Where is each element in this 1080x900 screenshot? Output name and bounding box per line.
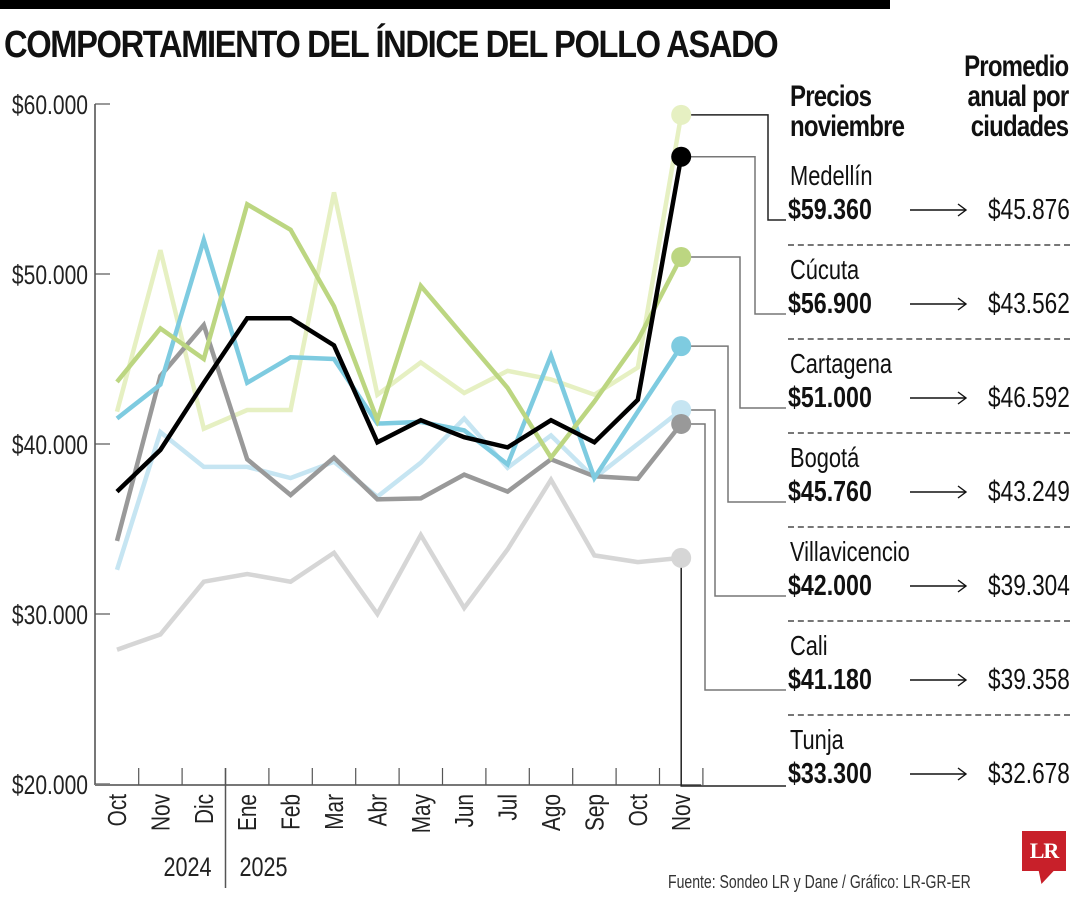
connector-medellín <box>689 114 786 221</box>
annual-average-header: Promedio anual por ciudades <box>963 50 1069 143</box>
series-line-cali <box>114 320 683 542</box>
city-name: Tunja <box>790 724 844 755</box>
november-price: $41.180 <box>788 664 872 696</box>
connector-villavicencio <box>689 409 786 597</box>
november-price: $45.760 <box>788 476 872 508</box>
arrow-right-icon <box>910 673 968 687</box>
series-line-villavicencio <box>114 408 683 571</box>
city-name: Cali <box>790 630 828 661</box>
annual-average: $46.592 <box>988 382 1070 414</box>
dashed-separator <box>788 620 1070 622</box>
annual-average: $43.249 <box>988 476 1070 508</box>
arrow-right-icon <box>910 297 968 311</box>
chart-title: COMPORTAMIENTO DEL ÍNDICE DEL POLLO ASAD… <box>4 24 779 66</box>
header-line: ciudades <box>970 110 1068 143</box>
x-tick-label: Nov <box>667 794 696 831</box>
annual-average: $32.678 <box>988 758 1070 790</box>
endpoint-dot-medellín <box>671 104 692 125</box>
annual-average: $39.304 <box>988 570 1070 602</box>
city-entry: Cartagena $51.000 $46.592 <box>788 348 1070 442</box>
endpoint-dot-bogotá <box>671 336 692 357</box>
city-entry: Medellín $59.360 $45.876 <box>788 160 1070 254</box>
x-tick-label: Nov <box>146 794 175 831</box>
header-line: noviembre <box>790 110 905 143</box>
y-tick-label: $40.000 <box>12 431 88 461</box>
y-tick-label: $30.000 <box>12 601 88 631</box>
x-tick-label: Dic <box>190 794 219 824</box>
connector-tunja <box>680 565 786 787</box>
november-prices-header: Precios noviembre <box>790 80 905 143</box>
year-label-2024: 2024 <box>163 853 211 883</box>
year-label-2025: 2025 <box>240 853 288 883</box>
x-tick-label: Oct <box>103 794 132 827</box>
arrow-right-icon <box>910 579 968 593</box>
series-line-cúcuta <box>115 156 684 494</box>
city-name: Cartagena <box>790 348 892 379</box>
dashed-separator <box>788 714 1070 716</box>
x-tick-label: Feb <box>276 794 305 830</box>
x-tick-label: Ago <box>537 794 566 831</box>
x-tick-label: Jun <box>450 794 479 828</box>
x-tick-label: Mar <box>320 794 349 830</box>
dashed-separator <box>788 432 1070 434</box>
november-price: $51.000 <box>788 382 872 414</box>
chart-axes: $20.000 $30.000 $40.000 $50.000 $60.000 Oct No… <box>12 91 704 888</box>
endpoint-dot-cúcuta <box>671 146 692 167</box>
city-entry: Villavicencio $42.000 $39.304 <box>788 536 1070 630</box>
x-tick-label: Abr <box>363 794 392 826</box>
city-entry: Tunja $33.300 $32.678 <box>788 724 1070 818</box>
label-connector-lines <box>680 114 786 787</box>
y-tick-label: $20.000 <box>12 771 88 801</box>
city-name: Bogotá <box>790 442 860 473</box>
chart-endpoint-markers <box>671 104 692 568</box>
november-price: $56.900 <box>788 288 872 320</box>
chart-series-lines <box>114 114 684 652</box>
x-tick-label: May <box>407 794 436 833</box>
x-tick-label: Oct <box>624 794 653 827</box>
header-line: Precios <box>790 80 872 113</box>
endpoint-dot-villavicencio <box>671 400 692 420</box>
x-tick-label: Ene <box>233 794 262 831</box>
series-line-bogotá <box>115 232 684 484</box>
series-line-medellín <box>114 114 684 432</box>
endpoint-dot-cali <box>671 413 692 434</box>
x-tick-label: Jul <box>493 794 522 821</box>
city-entry: Bogotá $45.760 $43.249 <box>788 442 1070 536</box>
top-black-bar <box>0 0 890 9</box>
lr-logo: LR <box>1022 831 1066 871</box>
city-entry: Cali $41.180 $39.358 <box>788 630 1070 724</box>
november-price: $59.360 <box>788 194 872 226</box>
connector-cartagena <box>689 256 786 409</box>
y-tick-label: $60.000 <box>12 91 88 121</box>
arrow-right-icon <box>910 391 968 405</box>
dashed-separator <box>788 526 1070 528</box>
arrow-right-icon <box>910 485 968 499</box>
source-note: Fuente: Sondeo LR y Dane / Gráfico: LR-G… <box>668 872 971 892</box>
y-tick-label: $50.000 <box>12 261 88 291</box>
connector-cúcuta <box>689 155 786 315</box>
endpoint-dot-tunja <box>671 547 692 568</box>
header-line: anual por <box>967 80 1069 113</box>
dashed-separator <box>788 338 1070 340</box>
connector-cali <box>689 423 786 691</box>
annual-average: $43.562 <box>988 288 1070 320</box>
connector-bogotá <box>689 345 786 503</box>
endpoint-dot-cartagena <box>671 247 692 267</box>
city-name: Medellín <box>790 160 873 191</box>
annual-average: $45.876 <box>988 194 1070 226</box>
x-tick-label: Sep <box>580 794 609 831</box>
city-entry: Cúcuta $56.900 $43.562 <box>788 254 1070 348</box>
city-name: Villavicencio <box>790 536 910 567</box>
series-line-tunja <box>116 475 682 652</box>
annual-average: $39.358 <box>988 664 1070 696</box>
november-price: $42.000 <box>788 570 872 602</box>
dashed-separator <box>788 244 1070 246</box>
header-line: Promedio <box>963 50 1069 83</box>
arrow-right-icon <box>910 767 968 781</box>
november-price: $33.300 <box>788 758 872 790</box>
city-name: Cúcuta <box>790 254 860 285</box>
series-line-cartagena <box>115 200 684 462</box>
arrow-right-icon <box>910 203 968 217</box>
